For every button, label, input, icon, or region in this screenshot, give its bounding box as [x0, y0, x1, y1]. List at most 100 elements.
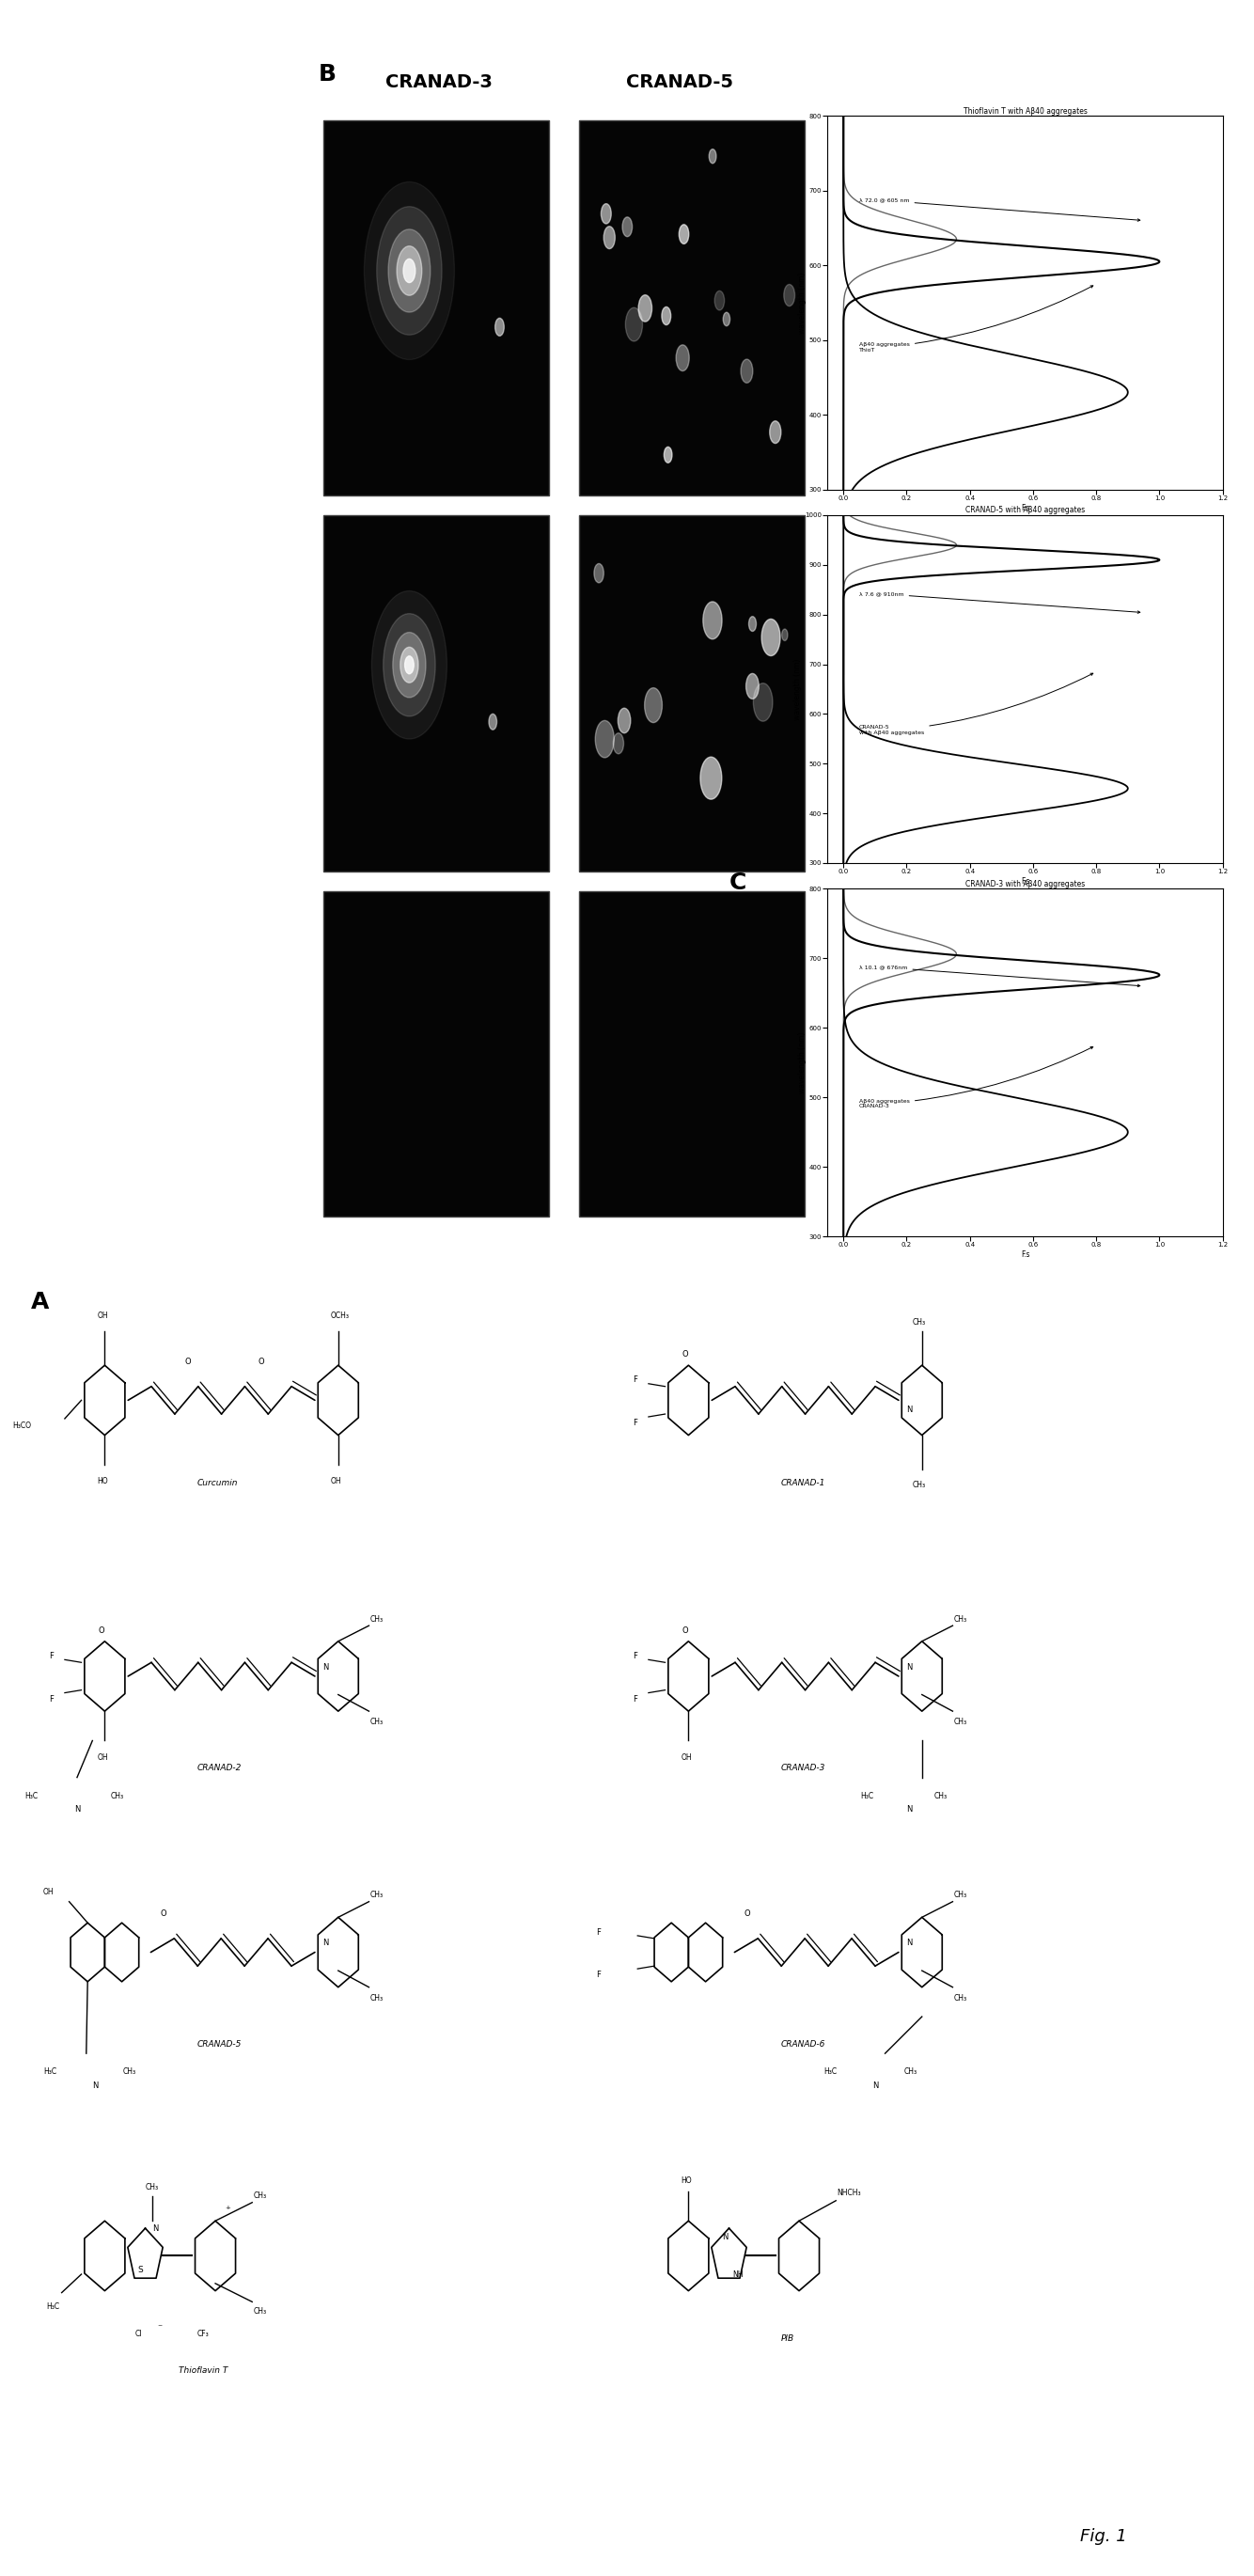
- Text: CH₃: CH₃: [370, 1994, 384, 2002]
- Circle shape: [622, 216, 632, 237]
- Text: CRANAD-5: CRANAD-5: [197, 2040, 242, 2048]
- Circle shape: [741, 358, 752, 384]
- Circle shape: [618, 708, 631, 734]
- Circle shape: [749, 616, 756, 631]
- Text: CH₃: CH₃: [913, 1481, 925, 1489]
- Text: OH: OH: [681, 1754, 692, 1762]
- Circle shape: [770, 420, 781, 443]
- Text: A: A: [31, 1291, 49, 1314]
- Text: CRANAD-3: CRANAD-3: [781, 1765, 825, 1772]
- Circle shape: [724, 312, 730, 327]
- Y-axis label: wavelength (nm): wavelength (nm): [794, 659, 803, 719]
- Text: F: F: [49, 1695, 54, 1703]
- Text: ⁻: ⁻: [157, 2324, 162, 2331]
- Circle shape: [596, 721, 614, 757]
- Circle shape: [784, 283, 795, 307]
- Circle shape: [626, 307, 642, 340]
- Text: CRANAD-5: CRANAD-5: [626, 72, 734, 90]
- Text: N: N: [153, 2223, 158, 2233]
- Text: H₃C: H₃C: [46, 2303, 60, 2311]
- Text: F: F: [633, 1695, 638, 1703]
- Text: λ 10.1 @ 676nm: λ 10.1 @ 676nm: [859, 966, 1140, 987]
- Circle shape: [603, 227, 614, 250]
- Circle shape: [371, 590, 446, 739]
- Bar: [579, 121, 805, 497]
- Circle shape: [400, 647, 419, 683]
- X-axis label: F.s: F.s: [1021, 876, 1030, 886]
- Circle shape: [678, 224, 688, 245]
- Text: CH₃: CH₃: [253, 2308, 267, 2316]
- Text: F: F: [597, 1971, 601, 1978]
- X-axis label: F.s: F.s: [1021, 502, 1030, 513]
- Circle shape: [676, 345, 690, 371]
- Bar: [324, 891, 549, 1216]
- Text: CH₃: CH₃: [954, 1718, 967, 1726]
- Text: CRANAD-2: CRANAD-2: [197, 1765, 242, 1772]
- Circle shape: [781, 629, 788, 641]
- Text: C: C: [729, 871, 746, 894]
- Text: CH₃: CH₃: [934, 1793, 948, 1801]
- Text: CRANAD-6: CRANAD-6: [781, 2040, 825, 2048]
- Text: OH: OH: [98, 1311, 108, 1319]
- Circle shape: [364, 183, 454, 361]
- Circle shape: [594, 564, 603, 582]
- Text: N: N: [93, 2081, 98, 2089]
- Circle shape: [662, 307, 671, 325]
- Circle shape: [384, 613, 435, 716]
- Text: S: S: [138, 2264, 143, 2275]
- Text: NHCH₃: NHCH₃: [838, 2190, 861, 2197]
- Text: CRANAD-3: CRANAD-3: [385, 72, 493, 90]
- Text: O: O: [99, 1625, 105, 1633]
- Text: ⁺: ⁺: [224, 2205, 229, 2215]
- Circle shape: [761, 618, 780, 657]
- Text: F: F: [633, 1419, 638, 1427]
- Text: OCH₃: OCH₃: [331, 1311, 350, 1319]
- Circle shape: [396, 247, 421, 296]
- Circle shape: [489, 714, 497, 729]
- Text: N: N: [74, 1806, 80, 1814]
- Circle shape: [709, 149, 716, 162]
- Text: N: N: [873, 2081, 879, 2089]
- Text: CH₃: CH₃: [954, 1891, 967, 1899]
- Text: Thioflavin T: Thioflavin T: [178, 2367, 228, 2375]
- Text: F: F: [49, 1651, 54, 1659]
- Text: N: N: [907, 1664, 913, 1672]
- Text: N: N: [907, 1940, 913, 1947]
- Text: CRANAD-5
with Aβ40 aggregates: CRANAD-5 with Aβ40 aggregates: [859, 672, 1093, 734]
- Text: CH₃: CH₃: [954, 1615, 967, 1623]
- Text: O: O: [161, 1909, 167, 1917]
- Bar: [324, 515, 549, 871]
- Text: CH₃: CH₃: [913, 1319, 925, 1327]
- Text: CH₃: CH₃: [110, 1793, 124, 1801]
- Text: N: N: [322, 1664, 329, 1672]
- Text: Aβ40 aggregates
CRANAD-3: Aβ40 aggregates CRANAD-3: [859, 1046, 1093, 1108]
- Text: O: O: [184, 1358, 191, 1365]
- Circle shape: [715, 291, 725, 309]
- Text: Cl: Cl: [135, 2329, 143, 2339]
- Text: PIB: PIB: [781, 2334, 794, 2342]
- Title: CRANAD-3 with Aβ40 aggregates: CRANAD-3 with Aβ40 aggregates: [966, 878, 1085, 889]
- Title: Thioflavin T with Aβ40 aggregates: Thioflavin T with Aβ40 aggregates: [963, 106, 1087, 116]
- Text: H₃CO: H₃CO: [13, 1422, 31, 1430]
- Text: O: O: [258, 1358, 265, 1365]
- Circle shape: [638, 296, 652, 322]
- Text: CF₃: CF₃: [197, 2329, 209, 2339]
- Text: O: O: [744, 1909, 750, 1917]
- Text: CH₃: CH₃: [253, 2192, 267, 2200]
- Bar: [324, 121, 549, 497]
- Circle shape: [700, 757, 722, 799]
- Text: N: N: [322, 1940, 329, 1947]
- Text: OH: OH: [331, 1476, 342, 1486]
- Circle shape: [601, 204, 611, 224]
- Circle shape: [389, 229, 430, 312]
- Circle shape: [376, 206, 441, 335]
- Text: Curcumin: Curcumin: [197, 1479, 238, 1486]
- Circle shape: [645, 688, 662, 724]
- Text: F: F: [597, 1927, 601, 1937]
- Text: NH: NH: [732, 2269, 742, 2277]
- Text: CH₃: CH₃: [904, 2069, 917, 2076]
- Text: N: N: [721, 2233, 727, 2241]
- Circle shape: [404, 260, 415, 283]
- X-axis label: F.s: F.s: [1021, 1249, 1030, 1260]
- Circle shape: [613, 734, 623, 755]
